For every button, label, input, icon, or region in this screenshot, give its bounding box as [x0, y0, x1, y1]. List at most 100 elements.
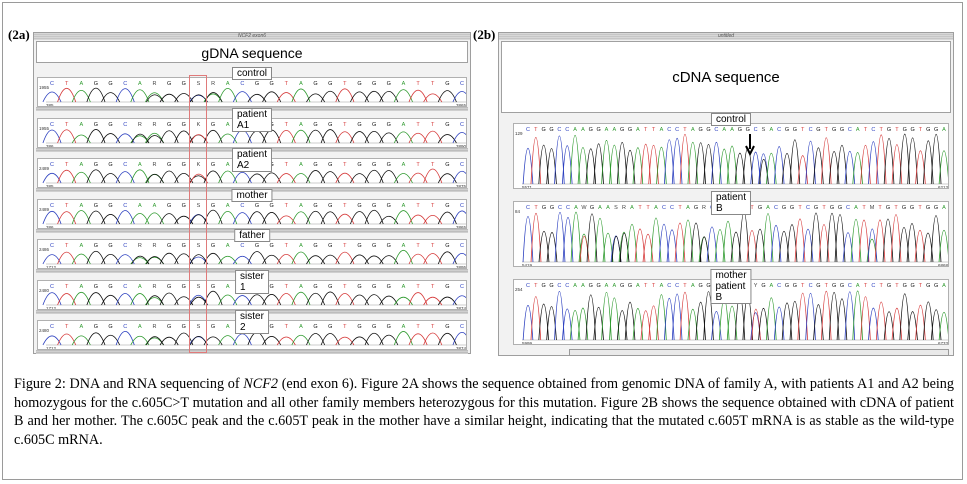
base-call: G	[387, 203, 391, 209]
horizontal-scrollbar[interactable]	[569, 349, 949, 356]
base-call: G	[597, 127, 601, 133]
base-call: A	[402, 324, 406, 330]
base-call: G	[790, 205, 794, 211]
base-call: T	[864, 127, 868, 133]
caption-body: Figure 2A shows the sequence obtained fr…	[14, 376, 954, 448]
panel-a-label: (2a)	[8, 27, 30, 42]
chromatogram-peak	[703, 291, 714, 341]
base-call: T	[534, 205, 538, 211]
base-call: C	[754, 127, 758, 133]
base-call: G	[313, 203, 317, 209]
base-call: G	[182, 81, 186, 87]
panel-b-heading: cDNA sequence	[501, 41, 951, 113]
base-call: G	[840, 283, 844, 289]
base-call: G	[706, 127, 710, 133]
base-call: G	[445, 162, 449, 168]
chromatogram-peak	[711, 142, 722, 185]
chromatogram-peak	[306, 255, 326, 265]
base-call: G	[372, 162, 376, 168]
base-call: K	[197, 122, 201, 128]
base-call: G	[902, 205, 906, 211]
chromatogram-peak	[203, 336, 223, 346]
base-call: G	[816, 283, 820, 289]
trace-label: patient A2	[231, 148, 273, 172]
base-call: R	[138, 243, 142, 249]
base-call: C	[50, 122, 54, 128]
base-call: T	[65, 162, 69, 168]
chromatogram-peak	[437, 173, 457, 184]
base-call: R	[153, 122, 157, 128]
base-call: G	[108, 203, 112, 209]
base-call: G	[926, 283, 930, 289]
mutation-highlight-box	[189, 75, 208, 353]
chromatogram-peak	[306, 333, 326, 346]
base-call: T	[895, 283, 899, 289]
base-call: T	[65, 122, 69, 128]
chromatogram-peak	[320, 90, 340, 103]
base-call: S	[614, 205, 618, 211]
base-call: A	[226, 122, 230, 128]
base-call: G	[94, 122, 98, 128]
base-call: G	[108, 284, 112, 290]
chromatogram-peak	[679, 291, 691, 341]
chromatogram-peak	[452, 170, 466, 184]
chromatogram-peak	[335, 172, 355, 184]
chromatogram-trace: C T A G G C A A G G S G A C G G T A G G T G G G A T T G C 2489 386 3865	[37, 198, 467, 229]
base-call: G	[926, 127, 930, 133]
base-call: C	[675, 127, 679, 133]
base-call: T	[416, 162, 420, 168]
chromatogram-peak	[71, 335, 91, 346]
chromatogram-peak	[858, 220, 870, 263]
base-call: G	[372, 284, 376, 290]
base-call: G	[357, 203, 361, 209]
base-call: T	[416, 324, 420, 330]
chromatogram-peak	[101, 173, 121, 184]
base-call: T	[343, 162, 347, 168]
base-call: C	[240, 243, 244, 249]
chromatogram-peak	[408, 214, 428, 224]
base-call: G	[387, 324, 391, 330]
base-call: A	[660, 127, 664, 133]
base-call: S	[762, 127, 766, 133]
base-call: G	[372, 324, 376, 330]
base-call: G	[211, 162, 215, 168]
base-call: G	[255, 243, 259, 249]
base-call: C	[871, 127, 875, 133]
base-call: G	[270, 243, 274, 249]
base-call: W	[581, 205, 587, 211]
base-call: C	[774, 205, 778, 211]
base-call: A	[722, 127, 726, 133]
base-call: A	[79, 203, 83, 209]
base-call: G	[620, 127, 624, 133]
base-call: G	[108, 122, 112, 128]
base-call: G	[445, 203, 449, 209]
base-call: T	[431, 243, 435, 249]
base-call: G	[910, 127, 914, 133]
chromatogram-peak	[146, 294, 164, 305]
chromatogram-peak	[690, 222, 702, 263]
chromatogram-peak	[130, 212, 150, 224]
chromatogram-peak	[350, 336, 369, 346]
chromatogram-peak	[770, 225, 782, 263]
chromatogram-peak	[276, 336, 296, 346]
base-call: G	[313, 81, 317, 87]
trace-label: mother patient B	[710, 269, 752, 304]
base-call: T	[285, 324, 289, 330]
base-call: T	[825, 283, 829, 289]
chromatogram-peak	[554, 212, 566, 263]
chromatogram-peak	[423, 296, 443, 305]
base-call: G	[182, 324, 186, 330]
base-call: C	[50, 81, 54, 87]
base-call: A	[138, 203, 142, 209]
base-call: T	[638, 205, 642, 211]
chromatogram-peak	[335, 130, 355, 143]
base-call: G	[550, 205, 554, 211]
chromatogram-peak	[57, 210, 77, 224]
chromatogram-peak	[42, 172, 62, 184]
base-call: G	[94, 284, 98, 290]
base-call: G	[387, 284, 391, 290]
base-call: G	[182, 203, 186, 209]
chromatogram-peak	[789, 139, 801, 185]
chromatogram-peak	[766, 297, 777, 341]
